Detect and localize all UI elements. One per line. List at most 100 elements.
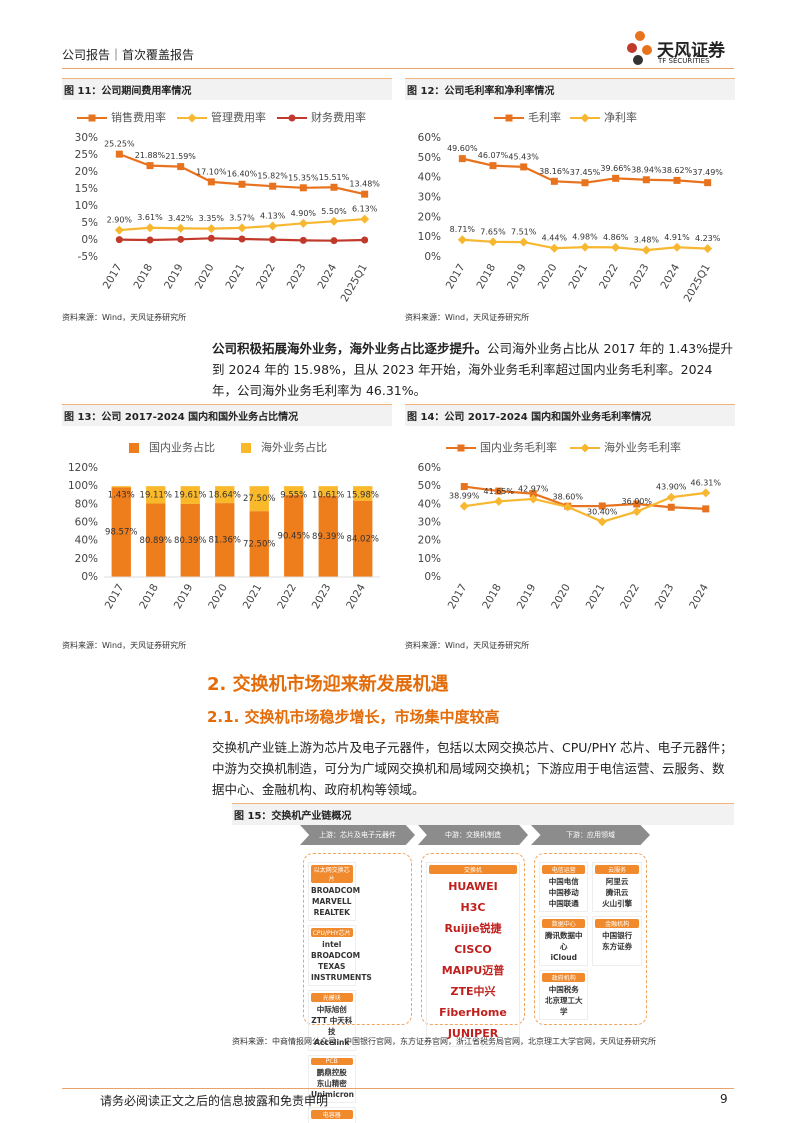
company-name: JUNIPER bbox=[447, 1027, 499, 1040]
company-name: HUAWEI bbox=[448, 880, 498, 893]
y-tick-label: 0% bbox=[81, 234, 98, 246]
company-name: 中国移动 bbox=[548, 888, 579, 897]
data-label: 45.43% bbox=[508, 152, 539, 161]
data-label: 43.90% bbox=[656, 483, 687, 492]
x-tick-label: 2022 bbox=[597, 262, 621, 291]
y-tick-label: 40% bbox=[75, 535, 98, 547]
figure-source: 资料来源：Wind，天风证券研究所 bbox=[62, 641, 187, 650]
x-tick-label: 2024 bbox=[344, 582, 368, 611]
x-tick-label: 2017 bbox=[446, 582, 470, 611]
y-tick-label: -5% bbox=[78, 251, 98, 263]
data-marker bbox=[176, 223, 186, 233]
x-tick-label: 2025Q1 bbox=[682, 262, 713, 304]
y-tick-label: 5% bbox=[81, 217, 98, 229]
data-marker bbox=[666, 492, 676, 502]
data-marker bbox=[206, 224, 216, 234]
data-marker bbox=[702, 505, 710, 513]
legend-swatch bbox=[241, 443, 251, 453]
company-name: 腾讯数据中心 bbox=[544, 931, 583, 951]
company-name: 中国税务 bbox=[548, 985, 579, 994]
paragraph: 交换机产业链上游为芯片及电子元器件，包括以太网交换芯片、CPU/PHY 芯片、电… bbox=[212, 740, 733, 797]
data-label: 19.11% bbox=[140, 491, 172, 501]
paragraph-lead: 公司积极拓展海外业务，海外业务占比逐步提升。 bbox=[212, 341, 488, 356]
data-label: 10.61% bbox=[312, 491, 344, 501]
bar-segment bbox=[284, 486, 304, 495]
footer-rule bbox=[62, 1088, 734, 1089]
data-label: 98.57% bbox=[105, 528, 137, 538]
y-tick-label: 30% bbox=[418, 192, 441, 204]
group: 光模块 中际旭创 ZTT 中天科技 Accelink bbox=[308, 990, 356, 1051]
data-label: 4.86% bbox=[603, 233, 629, 242]
company-name: 火山引擎 bbox=[602, 899, 633, 908]
data-marker bbox=[580, 242, 590, 252]
x-tick-label: 2019 bbox=[172, 582, 196, 611]
group-label: 以太网交换芯片 bbox=[311, 865, 353, 883]
data-label: 36.00% bbox=[621, 497, 652, 506]
bar-segment bbox=[353, 500, 373, 577]
company-name: Unimicron bbox=[311, 1090, 355, 1099]
data-label: 4.91% bbox=[664, 233, 690, 242]
data-label: 39.66% bbox=[600, 164, 631, 173]
legend-marker bbox=[88, 114, 96, 122]
data-marker bbox=[330, 183, 338, 191]
data-label: 80.39% bbox=[174, 536, 206, 546]
group-label: 电信运营 bbox=[542, 865, 586, 874]
bar-segment bbox=[215, 486, 235, 504]
company-name: MARVELL bbox=[311, 897, 352, 906]
data-marker bbox=[298, 218, 308, 228]
stage-label: 下游：应用领域 bbox=[531, 825, 650, 845]
data-label: 89.39% bbox=[312, 532, 344, 542]
data-label: 7.51% bbox=[511, 228, 537, 237]
data-label: 3.57% bbox=[229, 213, 255, 222]
data-label: 6.13% bbox=[352, 205, 378, 214]
data-label: 4.23% bbox=[695, 234, 721, 243]
stage-box: 以太网交换芯片 BROADCOM MARVELL REALTEK CPU/PHY芯片 in… bbox=[303, 853, 412, 1123]
x-tick-label: 2019 bbox=[162, 262, 186, 291]
data-label: 7.65% bbox=[480, 227, 506, 236]
x-tick-label: 2019 bbox=[515, 582, 539, 611]
bar-segment bbox=[249, 511, 269, 577]
y-tick-label: 40% bbox=[418, 172, 441, 184]
company-name: ZTE中兴 bbox=[450, 985, 496, 998]
data-marker bbox=[238, 235, 246, 243]
legend-label: 海外业务毛利率 bbox=[604, 440, 681, 454]
legend-marker bbox=[580, 443, 590, 453]
data-marker bbox=[632, 507, 642, 517]
y-tick-label: 80% bbox=[75, 498, 98, 510]
data-marker bbox=[488, 237, 498, 247]
bar-segment bbox=[111, 487, 131, 577]
chart: 0% 20% 40% 60% 80% 100% 120% 2017 2018 2019 2020 20… bbox=[68, 440, 380, 611]
company-name: ZTT 中天科技 bbox=[311, 1016, 353, 1036]
group-label: 云服务 bbox=[595, 865, 639, 874]
data-label: 19.61% bbox=[174, 491, 206, 501]
legend-label: 海外业务占比 bbox=[261, 440, 327, 454]
data-marker bbox=[268, 221, 278, 231]
legend-swatch bbox=[129, 443, 139, 453]
data-label: 38.60% bbox=[552, 492, 583, 501]
data-marker bbox=[459, 501, 469, 511]
data-marker bbox=[494, 496, 504, 506]
figure-title: 图 15：交换机产业链概况 bbox=[232, 803, 734, 825]
figure-title: 图 13：公司 2017-2024 国内和国外业务占比情况 bbox=[62, 404, 392, 426]
data-marker bbox=[115, 150, 123, 158]
company-name: TEXAS INSTRUMENTS bbox=[311, 962, 372, 982]
data-label: 30.40% bbox=[587, 507, 618, 516]
bar-segment bbox=[318, 495, 338, 577]
data-label: 4.98% bbox=[572, 233, 598, 242]
company-name: iCloud bbox=[550, 953, 577, 962]
y-tick-label: 40% bbox=[418, 498, 441, 510]
company-name: Ruijie锐捷 bbox=[444, 922, 502, 935]
legend-label: 国内业务毛利率 bbox=[480, 440, 557, 454]
legend-label: 销售费用率 bbox=[111, 110, 166, 124]
x-tick-label: 2020 bbox=[193, 262, 217, 291]
data-marker bbox=[458, 155, 466, 163]
data-marker bbox=[238, 180, 246, 188]
data-label: 21.59% bbox=[165, 152, 196, 161]
data-label: 5.50% bbox=[321, 207, 347, 216]
bar-segment bbox=[180, 503, 200, 577]
data-marker bbox=[145, 223, 155, 233]
data-label: 41.65% bbox=[483, 487, 514, 496]
data-label: 1.43% bbox=[108, 491, 135, 501]
chart: -5%0%5%10%15%20%25%30%2017 2018 2019 2020 20… bbox=[75, 110, 381, 304]
legend-marker bbox=[457, 444, 465, 452]
